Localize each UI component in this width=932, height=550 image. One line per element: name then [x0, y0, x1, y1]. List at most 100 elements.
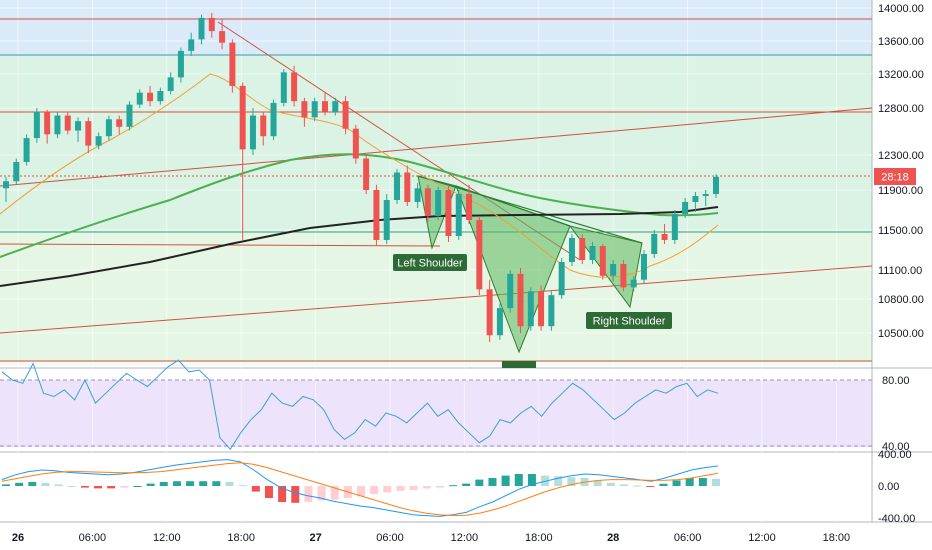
pattern-top-line[interactable]	[455, 185, 571, 227]
macd-histogram[interactable]	[2, 474, 720, 503]
candle-body[interactable]	[394, 172, 401, 201]
macd-bar	[67, 486, 76, 487]
candle-body[interactable]	[507, 273, 514, 309]
candle-body[interactable]	[640, 254, 647, 280]
macd-bar	[278, 486, 287, 502]
candle-body[interactable]	[75, 121, 82, 131]
ma-long-line[interactable]	[0, 206, 719, 287]
candle-body[interactable]	[321, 101, 328, 112]
price-axis[interactable]	[872, 0, 932, 550]
candlesticks[interactable]	[3, 12, 719, 343]
candle-body[interactable]	[157, 91, 164, 102]
candle-body[interactable]	[517, 273, 524, 327]
candle-body[interactable]	[599, 246, 606, 276]
candle-body[interactable]	[270, 102, 277, 137]
candle-body[interactable]	[486, 289, 493, 336]
ma-200-line[interactable]	[0, 153, 719, 258]
candle-body[interactable]	[383, 200, 390, 240]
candle-body[interactable]	[363, 158, 370, 191]
candle-body[interactable]	[414, 188, 421, 202]
candle-body[interactable]	[147, 92, 154, 102]
candle-body[interactable]	[167, 77, 174, 91]
candle-body[interactable]	[3, 181, 9, 189]
rsi-tick: 80.00	[882, 375, 910, 387]
candle-body[interactable]	[280, 72, 287, 103]
candle-body[interactable]	[177, 50, 184, 78]
candle-body[interactable]	[558, 262, 565, 296]
candle-body[interactable]	[589, 246, 596, 260]
candle-body[interactable]	[671, 214, 678, 240]
candle-body[interactable]	[661, 234, 668, 240]
macd-line[interactable]	[1, 459, 719, 517]
candle-body[interactable]	[260, 115, 267, 137]
candle-body[interactable]	[610, 264, 617, 276]
candle-body[interactable]	[85, 121, 92, 146]
macd-bar	[94, 486, 103, 489]
price-tick: 12300.00	[878, 150, 924, 162]
candle-body[interactable]	[198, 17, 205, 40]
candle-body[interactable]	[579, 238, 586, 260]
macd-bar	[633, 485, 642, 487]
candle-body[interactable]	[44, 111, 51, 135]
blue-zone	[0, 0, 872, 56]
candle-body[interactable]	[692, 196, 699, 202]
candle-body[interactable]	[311, 101, 318, 118]
candle-body[interactable]	[332, 101, 339, 112]
candle-body[interactable]	[476, 220, 483, 290]
macd-bar	[159, 482, 168, 486]
macd-bar	[15, 482, 24, 486]
candle-body[interactable]	[33, 111, 40, 139]
candle-body[interactable]	[620, 264, 627, 288]
macd-pane[interactable]	[0, 454, 872, 522]
candle-body[interactable]	[219, 31, 226, 43]
macd-bar	[554, 476, 563, 486]
macd-tick: -400.00	[878, 513, 915, 525]
candle-body[interactable]	[496, 308, 503, 336]
candle-body[interactable]	[466, 194, 473, 220]
neckline[interactable]	[417, 175, 643, 244]
macd-bar	[304, 486, 313, 502]
candle-body[interactable]	[682, 202, 689, 214]
candle-body[interactable]	[630, 279, 637, 288]
candle-body[interactable]	[445, 190, 452, 236]
candle-body[interactable]	[23, 138, 30, 162]
candle-body[interactable]	[116, 119, 123, 127]
candle-body[interactable]	[702, 194, 709, 196]
candle-body[interactable]	[13, 162, 20, 182]
candle-body[interactable]	[342, 101, 349, 129]
candle-body[interactable]	[291, 72, 298, 102]
candle-body[interactable]	[435, 190, 442, 216]
candle-body[interactable]	[538, 291, 545, 327]
candle-body[interactable]	[455, 194, 462, 236]
price-tick: 10500.00	[878, 328, 924, 340]
rsi-line[interactable]	[1, 359, 719, 451]
candle-body[interactable]	[713, 176, 719, 194]
macd-bar	[619, 484, 628, 486]
candle-body[interactable]	[352, 128, 359, 159]
candle-body[interactable]	[229, 42, 236, 86]
candle-body[interactable]	[651, 234, 658, 254]
candle-body[interactable]	[126, 104, 133, 127]
candle-body[interactable]	[64, 115, 71, 131]
candle-body[interactable]	[404, 172, 411, 203]
candle-body[interactable]	[208, 17, 215, 32]
signal-line[interactable]	[1, 462, 719, 517]
support-line[interactable]	[0, 243, 441, 247]
candle-body[interactable]	[95, 136, 102, 146]
candle-body[interactable]	[136, 92, 143, 105]
candle-body[interactable]	[527, 291, 534, 327]
candle-body[interactable]	[188, 39, 195, 51]
channel-upper-line[interactable]	[0, 107, 873, 187]
channel-lower-line[interactable]	[0, 265, 873, 334]
candle-body[interactable]	[54, 115, 61, 135]
candle-body[interactable]	[301, 101, 308, 118]
pattern-label-right: Right Shoulder	[586, 312, 672, 329]
candle-body[interactable]	[568, 238, 575, 262]
candle-body[interactable]	[249, 115, 256, 150]
candle-body[interactable]	[424, 188, 431, 216]
candle-body[interactable]	[105, 119, 112, 137]
candle-body[interactable]	[548, 295, 555, 327]
candle-body[interactable]	[239, 85, 246, 150]
candle-body[interactable]	[373, 190, 380, 240]
